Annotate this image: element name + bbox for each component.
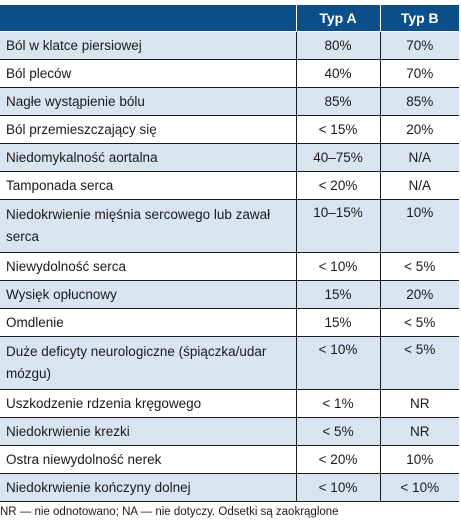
- type-a-value: 40%: [295, 59, 380, 88]
- type-b-value: 70%: [379, 31, 459, 60]
- table-row: Niedokrwienie mięśnia sercowego lub zawa…: [0, 199, 459, 253]
- type-b-value: < 5%: [379, 336, 459, 390]
- row-label: Ostra niewydolność nerek: [0, 445, 296, 474]
- type-b-value: 10%: [379, 199, 459, 253]
- header-row: Typ A Typ B: [0, 5, 459, 32]
- type-a-value: < 20%: [295, 445, 380, 474]
- type-a-value: 10–15%: [295, 199, 380, 253]
- type-a-value: < 10%: [295, 473, 380, 502]
- type-b-value: N/A: [379, 143, 459, 172]
- table-row: Niewydolność serca < 10% < 5%: [0, 252, 459, 281]
- type-b-value: < 5%: [379, 308, 459, 337]
- type-a-value: < 10%: [295, 336, 380, 390]
- table-row: Duże deficyty neurologiczne (śpiączka/ud…: [0, 336, 459, 390]
- type-a-value: < 10%: [295, 252, 380, 281]
- type-a-value: < 15%: [295, 115, 380, 144]
- type-a-value: < 20%: [295, 171, 380, 200]
- row-label: Omdlenie: [0, 308, 296, 337]
- row-label: Ból w klatce piersiowej: [0, 31, 296, 60]
- row-label: Wysięk opłucnowy: [0, 280, 296, 309]
- row-label: Niedokrwienie krezki: [0, 417, 296, 446]
- type-a-value: 40–75%: [295, 143, 380, 172]
- row-label: Niedomykalność aortalna: [0, 143, 296, 172]
- row-label: Tamponada serca: [0, 171, 296, 200]
- aortic-dissection-symptoms-table: Typ A Typ B Ból w klatce piersiowej 80% …: [0, 5, 459, 502]
- row-label: Uszkodzenie rdzenia kręgowego: [0, 389, 296, 418]
- header-blank-cell: [0, 5, 296, 32]
- type-b-value: NR: [379, 417, 459, 446]
- row-label: Niedokrwienie kończyny dolnej: [0, 473, 296, 502]
- table-row: Ból przemieszczający się < 15% 20%: [0, 115, 459, 144]
- table-row: Nagłe wystąpienie bólu 85% 85%: [0, 87, 459, 116]
- row-label: Niewydolność serca: [0, 252, 296, 281]
- type-b-value: < 5%: [379, 252, 459, 281]
- type-b-value: 85%: [379, 87, 459, 116]
- type-a-value: 15%: [295, 308, 380, 337]
- type-b-value: 70%: [379, 59, 459, 88]
- type-a-value: 85%: [295, 87, 380, 116]
- table-row: Ból pleców 40% 70%: [0, 59, 459, 88]
- type-b-value: NR: [379, 389, 459, 418]
- header-type-a: Typ A: [295, 5, 380, 32]
- row-label: Ból pleców: [0, 59, 296, 88]
- type-a-value: 15%: [295, 280, 380, 309]
- type-a-value: < 1%: [295, 389, 380, 418]
- table-row: Omdlenie 15% < 5%: [0, 308, 459, 337]
- table-row: Tamponada serca < 20% N/A: [0, 171, 459, 200]
- type-b-value: 20%: [379, 280, 459, 309]
- table-row: Niedokrwienie kończyny dolnej < 10% < 10…: [0, 473, 459, 502]
- table-row: Niedokrwienie krezki < 5% NR: [0, 417, 459, 446]
- type-b-value: < 10%: [379, 473, 459, 502]
- row-label: Nagłe wystąpienie bólu: [0, 87, 296, 116]
- type-a-value: < 5%: [295, 417, 380, 446]
- row-label: Ból przemieszczający się: [0, 115, 296, 144]
- header-type-b: Typ B: [379, 5, 459, 32]
- table-row: Uszkodzenie rdzenia kręgowego < 1% NR: [0, 389, 459, 418]
- table-footnote: NR — nie odnotowano; NA — nie dotyczy. O…: [0, 506, 339, 518]
- table-row: Ból w klatce piersiowej 80% 70%: [0, 31, 459, 60]
- table-row: Wysięk opłucnowy 15% 20%: [0, 280, 459, 309]
- type-b-value: 10%: [379, 445, 459, 474]
- type-b-value: N/A: [379, 171, 459, 200]
- row-label: Niedokrwienie mięśnia sercowego lub zawa…: [0, 199, 296, 253]
- type-b-value: 20%: [379, 115, 459, 144]
- type-a-value: 80%: [295, 31, 380, 60]
- table-row: Niedomykalność aortalna 40–75% N/A: [0, 143, 459, 172]
- table-row: Ostra niewydolność nerek < 20% 10%: [0, 445, 459, 474]
- row-label: Duże deficyty neurologiczne (śpiączka/ud…: [0, 336, 296, 390]
